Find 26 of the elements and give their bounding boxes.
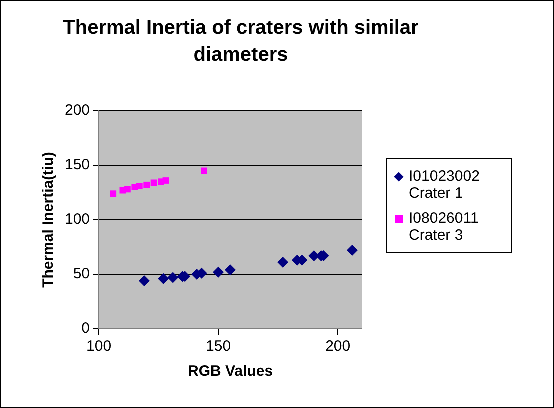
point [225, 264, 236, 276]
chart-title: Thermal Inertia of craters with similar diameters [62, 16, 420, 68]
y-tick-label: 150 [64, 156, 90, 174]
point [136, 183, 143, 190]
point [138, 276, 150, 287]
y-tick-label: 50 [73, 266, 90, 283]
point [346, 245, 358, 256]
x-axis-title: RGB Values [188, 363, 274, 380]
point [162, 178, 170, 184]
point [110, 190, 117, 198]
point [278, 257, 289, 268]
y-axis-title: Thermal Inertia(tiu) [40, 152, 58, 288]
point [158, 273, 170, 284]
legend-label: I08026011 Crater 3 [409, 210, 480, 244]
x-tick-label: 100 [86, 338, 112, 356]
point [124, 186, 131, 193]
point [144, 182, 150, 188]
point [213, 266, 224, 278]
point [201, 168, 208, 174]
x-tick-label: 200 [326, 338, 351, 356]
x-tick-label: 150 [206, 338, 232, 356]
point [168, 272, 179, 284]
legend-label: I01023002 Crater 1 [409, 168, 481, 202]
y-tick-label: 0 [82, 320, 90, 338]
y-tick-label: 100 [64, 211, 90, 228]
y-tick-label: 200 [64, 102, 90, 120]
